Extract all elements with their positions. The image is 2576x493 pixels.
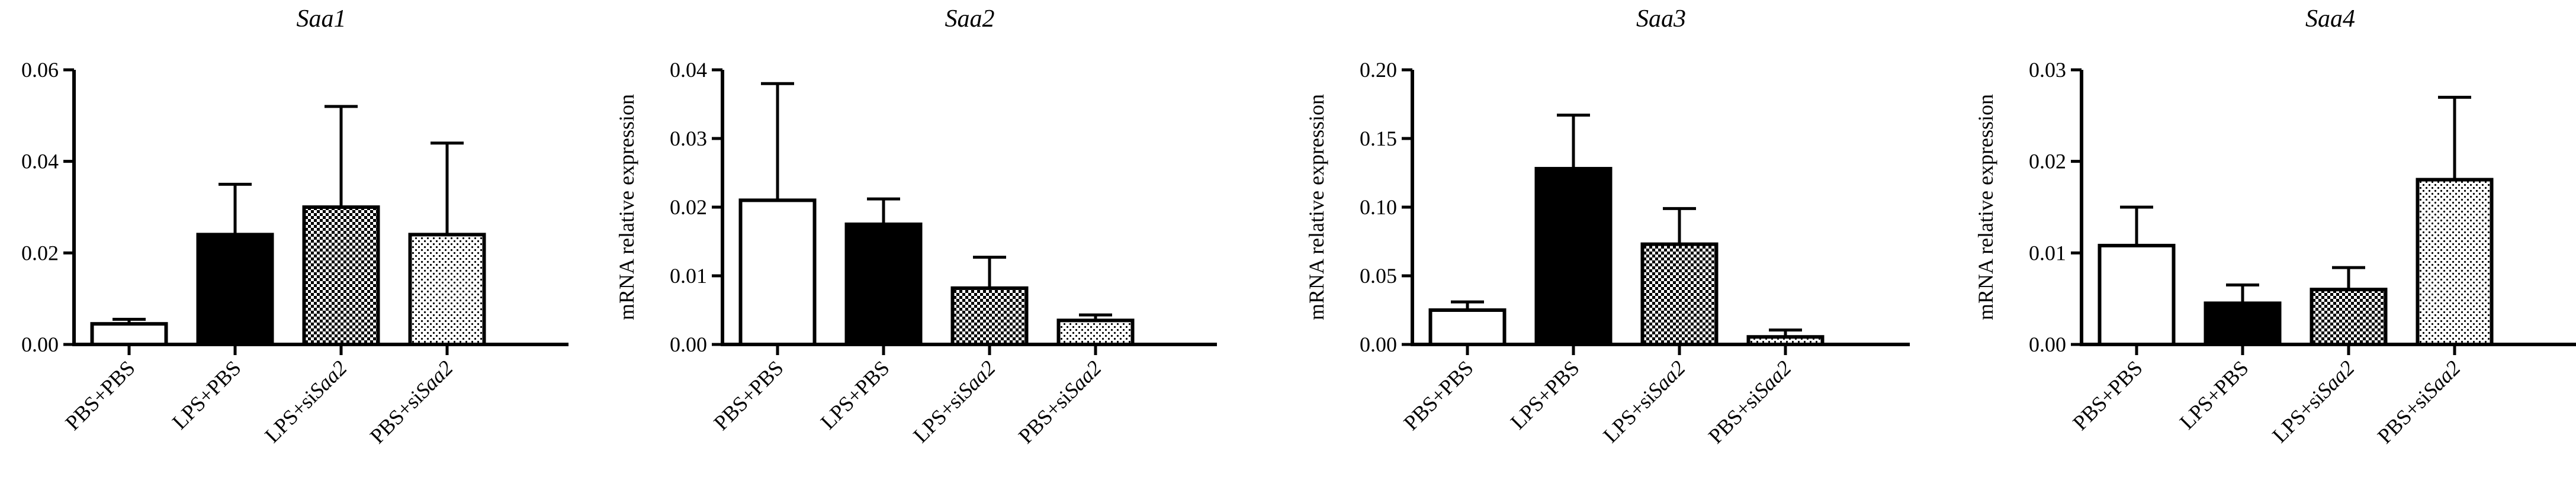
- bar-1: [90, 322, 168, 347]
- y-tick-label: 0.04: [670, 58, 707, 82]
- y-axis-label: mRNA relative expression: [1974, 94, 1997, 320]
- bar-3: [950, 286, 1029, 347]
- y-tick-label: 0.10: [1360, 195, 1397, 219]
- chart-title: Saa3: [1636, 5, 1686, 33]
- chart-panel-2: Saa2 mRNA relative expression 0.00 0.01 0.02…: [615, 5, 1217, 448]
- x-tick-label: PBS+siSaa2: [1014, 356, 1106, 448]
- bar-3: [1640, 242, 1719, 347]
- chart-title: Saa1: [297, 5, 346, 33]
- x-tick-label: PBS+siSaa2: [2373, 356, 2465, 448]
- x-tick-label-text: LPS+PBS: [168, 356, 246, 434]
- x-tick-label: PBS+PBS: [60, 356, 139, 434]
- y-tick-label: 0.00: [670, 333, 707, 356]
- y-tick-label: 0.01: [670, 264, 707, 288]
- y-tick-label: 0.03: [670, 127, 707, 150]
- bar-4: [2416, 178, 2494, 346]
- x-tick-label: PBS+PBS: [2068, 356, 2147, 434]
- bar-1: [1428, 308, 1507, 346]
- y-tick-label: 0.04: [21, 150, 59, 173]
- x-tick-label-text: PBS+PBS: [709, 356, 788, 434]
- chart-panel-3: Saa3 mRNA relative expression 0.00 0.05 0.10…: [1305, 5, 1910, 448]
- x-tick-label-text: PBS+PBS: [60, 356, 139, 434]
- x-tick-label: LPS+PBS: [816, 356, 894, 434]
- y-tick-label: 0.01: [2029, 241, 2066, 265]
- x-tick-label-text: PBS+si: [365, 386, 428, 448]
- x-tick-label-text: PBS+si: [2373, 386, 2435, 448]
- x-tick-label: PBS+PBS: [1399, 356, 1477, 434]
- x-tick-label: LPS+siSaa2: [260, 356, 351, 447]
- x-tick-label-text: LPS+PBS: [2175, 356, 2253, 434]
- chart-panel-4: Saa4 mRNA relative expression 0.00 0.01 0.02…: [1974, 5, 2576, 448]
- x-tick-label-text: LPS+PBS: [816, 356, 894, 434]
- bar-2: [1534, 167, 1613, 346]
- x-tick-label-text: LPS+si: [1598, 386, 1659, 447]
- x-tick-label: PBS+siSaa2: [1704, 356, 1796, 448]
- x-tick-label: LPS+PBS: [1506, 356, 1584, 434]
- y-tick-label: 0.02: [21, 241, 59, 265]
- bar-2: [196, 233, 274, 346]
- y-tick-label: 0.05: [1360, 264, 1397, 288]
- x-tick-label: LPS+PBS: [2175, 356, 2253, 434]
- x-tick-label: LPS+siSaa2: [1598, 356, 1690, 447]
- y-tick-label: 0.00: [21, 333, 59, 356]
- y-tick-label: 0.02: [2029, 150, 2066, 173]
- x-tick-label-text: LPS+si: [2267, 386, 2328, 447]
- x-tick-label-text: PBS+si: [1014, 386, 1076, 448]
- bar-4: [408, 233, 486, 346]
- bar-2: [2204, 301, 2282, 347]
- chart-title: Saa4: [2305, 5, 2355, 33]
- x-tick-label-text: PBS+PBS: [1399, 356, 1477, 434]
- chart-panel-1: Saa1mRNA relative expression0.000.020.04…: [21, 5, 568, 448]
- x-tick-label-text: PBS+PBS: [2068, 356, 2147, 434]
- x-tick-label: PBS+PBS: [709, 356, 788, 434]
- y-tick-label: 0.03: [2029, 58, 2066, 82]
- y-tick-label: 0.20: [1360, 58, 1397, 82]
- x-tick-label-text: LPS+si: [260, 386, 321, 447]
- x-tick-label-text: LPS+PBS: [1506, 356, 1584, 434]
- x-tick-label: PBS+siSaa2: [365, 356, 458, 448]
- y-axis-label: mRNA relative expression: [615, 94, 638, 320]
- bar-1: [738, 198, 817, 346]
- x-tick-label: LPS+PBS: [168, 356, 246, 434]
- chart-title: Saa2: [945, 5, 995, 33]
- y-axis-label: mRNA relative expression: [1305, 94, 1328, 320]
- bar-4: [1056, 318, 1135, 347]
- bar-2: [844, 223, 923, 346]
- bar-1: [2098, 243, 2176, 346]
- y-tick-label: 0.06: [21, 58, 59, 82]
- x-tick-label: LPS+siSaa2: [908, 356, 1000, 447]
- bar-3: [2310, 288, 2388, 347]
- y-tick-label: 0.15: [1360, 127, 1397, 150]
- y-tick-label: 0.00: [1360, 333, 1397, 356]
- x-tick-label-text: PBS+si: [1704, 386, 1766, 448]
- x-tick-label: LPS+siSaa2: [2267, 356, 2359, 447]
- x-tick-label-text: LPS+si: [908, 386, 969, 447]
- y-tick-label: 0.02: [670, 195, 707, 219]
- y-tick-label: 0.00: [2029, 333, 2066, 356]
- bar-3: [302, 205, 380, 346]
